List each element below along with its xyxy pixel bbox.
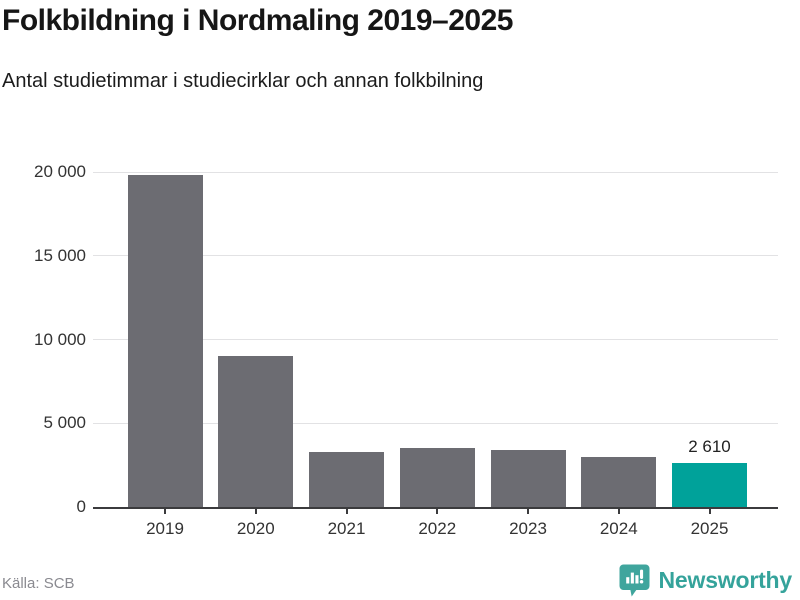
y-axis-tick-label: 5 000 — [43, 413, 86, 433]
y-axis-tick-label: 10 000 — [34, 329, 86, 349]
newsworthy-wordmark: Newsworthy — [658, 567, 793, 593]
gridline-15000 — [93, 255, 778, 257]
chart-title: Folkbildning i Nordmaling 2019–2025 — [2, 4, 513, 37]
bar-2019 — [127, 175, 203, 507]
gridline-20000 — [93, 171, 778, 173]
x-axis-label-2023: 2023 — [509, 519, 547, 538]
x-axis-label-2024: 2024 — [599, 519, 638, 538]
source-note: Källa: SCB — [2, 575, 75, 592]
x-axis-tick-2024 — [617, 509, 620, 514]
bar-2021 — [309, 452, 384, 507]
bar-2024 — [581, 457, 657, 507]
bar-2025 — [672, 463, 747, 507]
x-axis-label-2021: 2021 — [327, 519, 366, 538]
x-axis-tick-2022 — [436, 509, 439, 514]
bar-2020 — [218, 356, 294, 507]
gridline-5000 — [93, 422, 778, 424]
y-axis-tick-label: 15 000 — [34, 245, 86, 265]
x-axis-label-2019: 2019 — [146, 519, 184, 538]
highlight-value-label: 2 610 — [688, 437, 731, 457]
x-axis-line — [93, 507, 778, 509]
x-axis-tick-2019 — [164, 509, 166, 514]
newsworthy-logo: Newsworthy — [619, 564, 792, 597]
gridline-10000 — [93, 339, 778, 340]
x-axis-label-2020: 2020 — [236, 519, 275, 538]
chart-subtitle: Antal studietimmar i studiecirklar och a… — [2, 70, 484, 92]
x-axis-tick-2021 — [345, 509, 348, 514]
bar-2023 — [490, 450, 566, 507]
x-axis-label-2022: 2022 — [418, 519, 457, 538]
bar-chart: 0 5 000 10 000 15 000 20 000 2019 2020 2021 2022… — [34, 162, 778, 538]
bar-2022 — [399, 448, 475, 507]
y-axis-tick-label: 0 — [76, 497, 86, 516]
x-axis-tick-2020 — [254, 509, 257, 514]
x-axis-label-2025: 2025 — [690, 519, 729, 538]
x-axis-tick-2023 — [527, 509, 529, 514]
y-axis-tick-label: 20 000 — [34, 162, 86, 181]
x-axis-tick-2025 — [708, 509, 711, 514]
newsworthy-bubble-chart-icon — [619, 564, 650, 597]
